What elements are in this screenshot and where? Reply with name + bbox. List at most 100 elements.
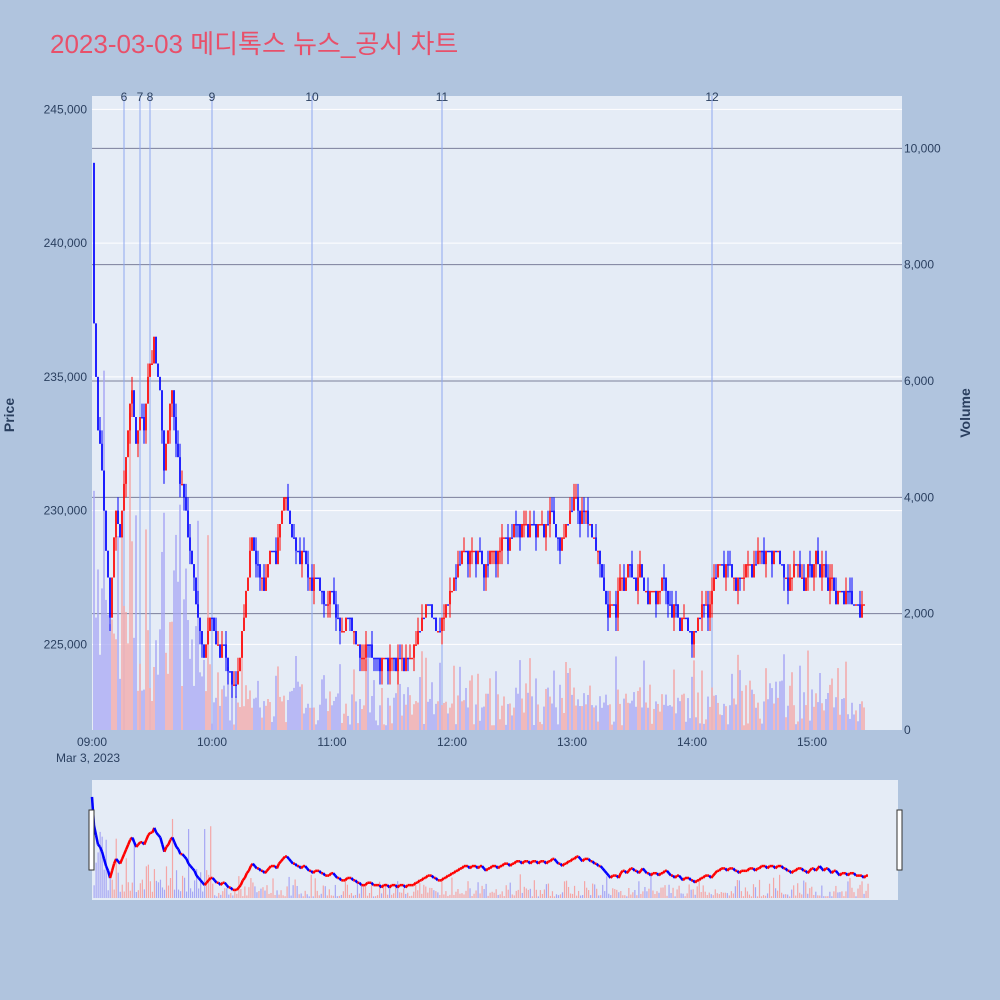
- volume-bar: [573, 687, 575, 730]
- candle-body: [741, 577, 743, 580]
- range-slider-volume-bar: [859, 884, 861, 898]
- range-slider-volume-bar: [155, 880, 158, 898]
- range-slider-volume-bar: [274, 895, 276, 898]
- candle-body: [601, 564, 603, 578]
- range-slider-volume-bar: [519, 874, 521, 898]
- volume-bar: [455, 724, 457, 730]
- range-slider-volume-bar: [527, 889, 529, 898]
- range-slider-volume-bar: [495, 889, 497, 898]
- volume-bar: [393, 697, 395, 730]
- range-slider-segment: [862, 874, 867, 879]
- range-slider-segment: [682, 877, 686, 882]
- candle-body: [679, 617, 681, 632]
- volume-bar: [471, 675, 473, 730]
- candle-body: [455, 577, 457, 580]
- volume-bar: [585, 704, 587, 730]
- volume-bar: [525, 683, 527, 730]
- range-slider-segment: [581, 858, 586, 863]
- range-slider-volume-bar: [712, 895, 714, 898]
- range-slider-segment: [300, 865, 305, 870]
- volume-bar: [227, 667, 229, 730]
- main-plot-background: [92, 96, 902, 730]
- range-slider-segment: [565, 860, 570, 865]
- range-slider-volume-bar: [513, 895, 515, 898]
- range-slider-volume-bar: [483, 889, 485, 898]
- range-slider-volume-bar: [389, 887, 391, 898]
- volume-bar: [699, 723, 701, 730]
- volume-bar: [543, 706, 545, 730]
- volume-bar: [853, 714, 855, 730]
- range-slider-volume-bar: [779, 874, 781, 898]
- range-slider-segment: [191, 867, 196, 872]
- volume-bar: [129, 413, 131, 730]
- range-slider-volume-bar: [487, 895, 489, 898]
- range-slider-segment: [416, 879, 421, 884]
- candle-body: [697, 617, 699, 632]
- candle-body: [621, 577, 623, 580]
- candle-body: [309, 577, 311, 580]
- volume-bar: [297, 681, 299, 730]
- volume-bar: [825, 698, 827, 730]
- candle-body: [207, 631, 209, 645]
- range-slider-background[interactable]: [92, 780, 898, 900]
- range-slider-volume-bar: [839, 892, 841, 898]
- range-slider-volume-bar: [827, 896, 829, 898]
- range-slider-volume-bar: [843, 896, 845, 898]
- volume-bar: [387, 697, 389, 730]
- candle-body: [281, 510, 283, 525]
- range-slider-volume-bar: [650, 875, 652, 898]
- range-slider-segment: [205, 879, 210, 884]
- candle-body: [431, 604, 433, 618]
- candle-body: [583, 510, 585, 513]
- range-slider-segment: [412, 881, 417, 886]
- volume-bar: [309, 707, 311, 730]
- volume-bar: [623, 698, 625, 730]
- volume-bar: [97, 569, 99, 730]
- volume-bar: [707, 696, 709, 730]
- volume-bar: [249, 690, 251, 730]
- volume-bar: [105, 599, 107, 730]
- range-slider-volume-bar: [330, 895, 332, 898]
- range-slider-volume-bar: [405, 893, 407, 898]
- volume-bar: [317, 720, 319, 730]
- price-tick-label: 235,000: [44, 370, 88, 384]
- volume-bar: [267, 698, 269, 730]
- range-slider-volume-bar: [121, 884, 123, 898]
- range-slider-segment: [94, 834, 100, 845]
- volume-bar: [783, 654, 785, 730]
- range-slider-volume-bar: [328, 889, 330, 898]
- volume-bar: [729, 705, 731, 730]
- candle-body: [289, 510, 291, 525]
- candle-body: [637, 577, 639, 591]
- volume-bar: [721, 715, 723, 730]
- range-slider-volume-bar: [670, 893, 672, 898]
- candle-body: [359, 644, 361, 658]
- candle-body: [577, 497, 579, 511]
- range-slider-volume-bar: [135, 891, 137, 898]
- candle-body: [125, 457, 127, 484]
- range-slider-volume-bar: [234, 890, 236, 898]
- candle-body: [775, 550, 777, 553]
- range-slider-segment: [625, 870, 630, 875]
- volume-bar: [739, 670, 741, 730]
- range-slider-segment: [561, 862, 566, 867]
- volume-bar: [823, 710, 825, 730]
- volume-bar: [821, 703, 823, 730]
- range-slider-volume-bar: [787, 894, 789, 898]
- range-slider-segment: [104, 865, 110, 872]
- volume-bar: [181, 686, 183, 730]
- candle-body: [327, 604, 329, 606]
- range-slider-left-handle[interactable]: [88, 809, 95, 871]
- volume-bar: [617, 689, 619, 730]
- candle-body: [503, 537, 505, 539]
- range-slider-volume-bar: [288, 876, 290, 898]
- candle-body: [237, 671, 239, 685]
- candle-body: [851, 590, 853, 605]
- range-slider-right-handle[interactable]: [896, 809, 903, 871]
- volume-bar: [725, 706, 727, 730]
- volume-bar: [407, 687, 409, 730]
- range-slider-volume-bar: [579, 895, 582, 898]
- range-slider-volume-bar: [370, 883, 373, 898]
- range-slider-volume-bar: [801, 894, 803, 898]
